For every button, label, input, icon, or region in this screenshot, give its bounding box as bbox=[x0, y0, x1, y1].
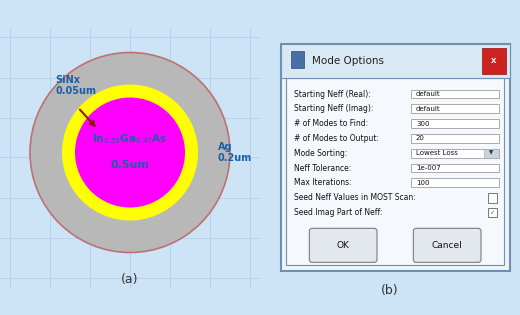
Text: SiNx
0.05um: SiNx 0.05um bbox=[55, 75, 96, 96]
Text: Starting Neff (Real):: Starting Neff (Real): bbox=[294, 89, 371, 99]
Text: Max Iterations:: Max Iterations: bbox=[294, 178, 352, 187]
FancyBboxPatch shape bbox=[286, 78, 504, 265]
Text: Neff Tolerance:: Neff Tolerance: bbox=[294, 163, 351, 173]
Text: 100: 100 bbox=[416, 180, 430, 186]
Bar bbox=[411, 119, 499, 128]
FancyBboxPatch shape bbox=[309, 228, 377, 262]
Text: 20: 20 bbox=[416, 135, 425, 141]
Text: 300: 300 bbox=[416, 121, 430, 127]
Text: ✓: ✓ bbox=[489, 210, 495, 215]
FancyBboxPatch shape bbox=[413, 228, 481, 262]
FancyBboxPatch shape bbox=[281, 44, 510, 78]
Bar bbox=[411, 163, 499, 173]
Text: Seed Neff Values in MOST Scan:: Seed Neff Values in MOST Scan: bbox=[294, 193, 415, 202]
Circle shape bbox=[30, 53, 230, 253]
Bar bbox=[488, 193, 497, 203]
Text: Mode Options: Mode Options bbox=[312, 56, 384, 66]
Circle shape bbox=[75, 98, 185, 208]
Text: 0.5um: 0.5um bbox=[111, 161, 149, 170]
Bar bbox=[488, 208, 497, 217]
Bar bbox=[411, 134, 499, 143]
Text: Ag
0.2um: Ag 0.2um bbox=[218, 142, 252, 163]
Text: # of Modes to Output:: # of Modes to Output: bbox=[294, 134, 379, 143]
Text: (a): (a) bbox=[121, 273, 139, 286]
Text: In$_{0.53}$Ga$_{0.47}$As: In$_{0.53}$Ga$_{0.47}$As bbox=[92, 133, 168, 146]
Bar bbox=[411, 89, 499, 99]
Text: Mode Sorting:: Mode Sorting: bbox=[294, 149, 347, 158]
Bar bbox=[411, 149, 499, 158]
Text: 1e-007: 1e-007 bbox=[416, 165, 441, 171]
Text: (b): (b) bbox=[381, 284, 399, 297]
Bar bbox=[411, 178, 499, 187]
Text: Seed Imag Part of Neff:: Seed Imag Part of Neff: bbox=[294, 208, 382, 217]
Text: ▼: ▼ bbox=[489, 151, 493, 156]
Text: Starting Neff (Imag):: Starting Neff (Imag): bbox=[294, 104, 373, 113]
Bar bbox=[484, 149, 499, 158]
Bar bbox=[291, 51, 304, 68]
Text: X: X bbox=[491, 58, 497, 64]
Text: Cancel: Cancel bbox=[432, 241, 463, 250]
Text: default: default bbox=[416, 91, 440, 97]
Text: # of Modes to Find:: # of Modes to Find: bbox=[294, 119, 368, 128]
FancyBboxPatch shape bbox=[281, 44, 510, 271]
Text: default: default bbox=[416, 106, 440, 112]
Bar bbox=[411, 104, 499, 113]
FancyBboxPatch shape bbox=[483, 48, 505, 74]
Text: OK: OK bbox=[337, 241, 349, 250]
Circle shape bbox=[62, 84, 198, 220]
Text: Lowest Loss: Lowest Loss bbox=[416, 150, 458, 156]
